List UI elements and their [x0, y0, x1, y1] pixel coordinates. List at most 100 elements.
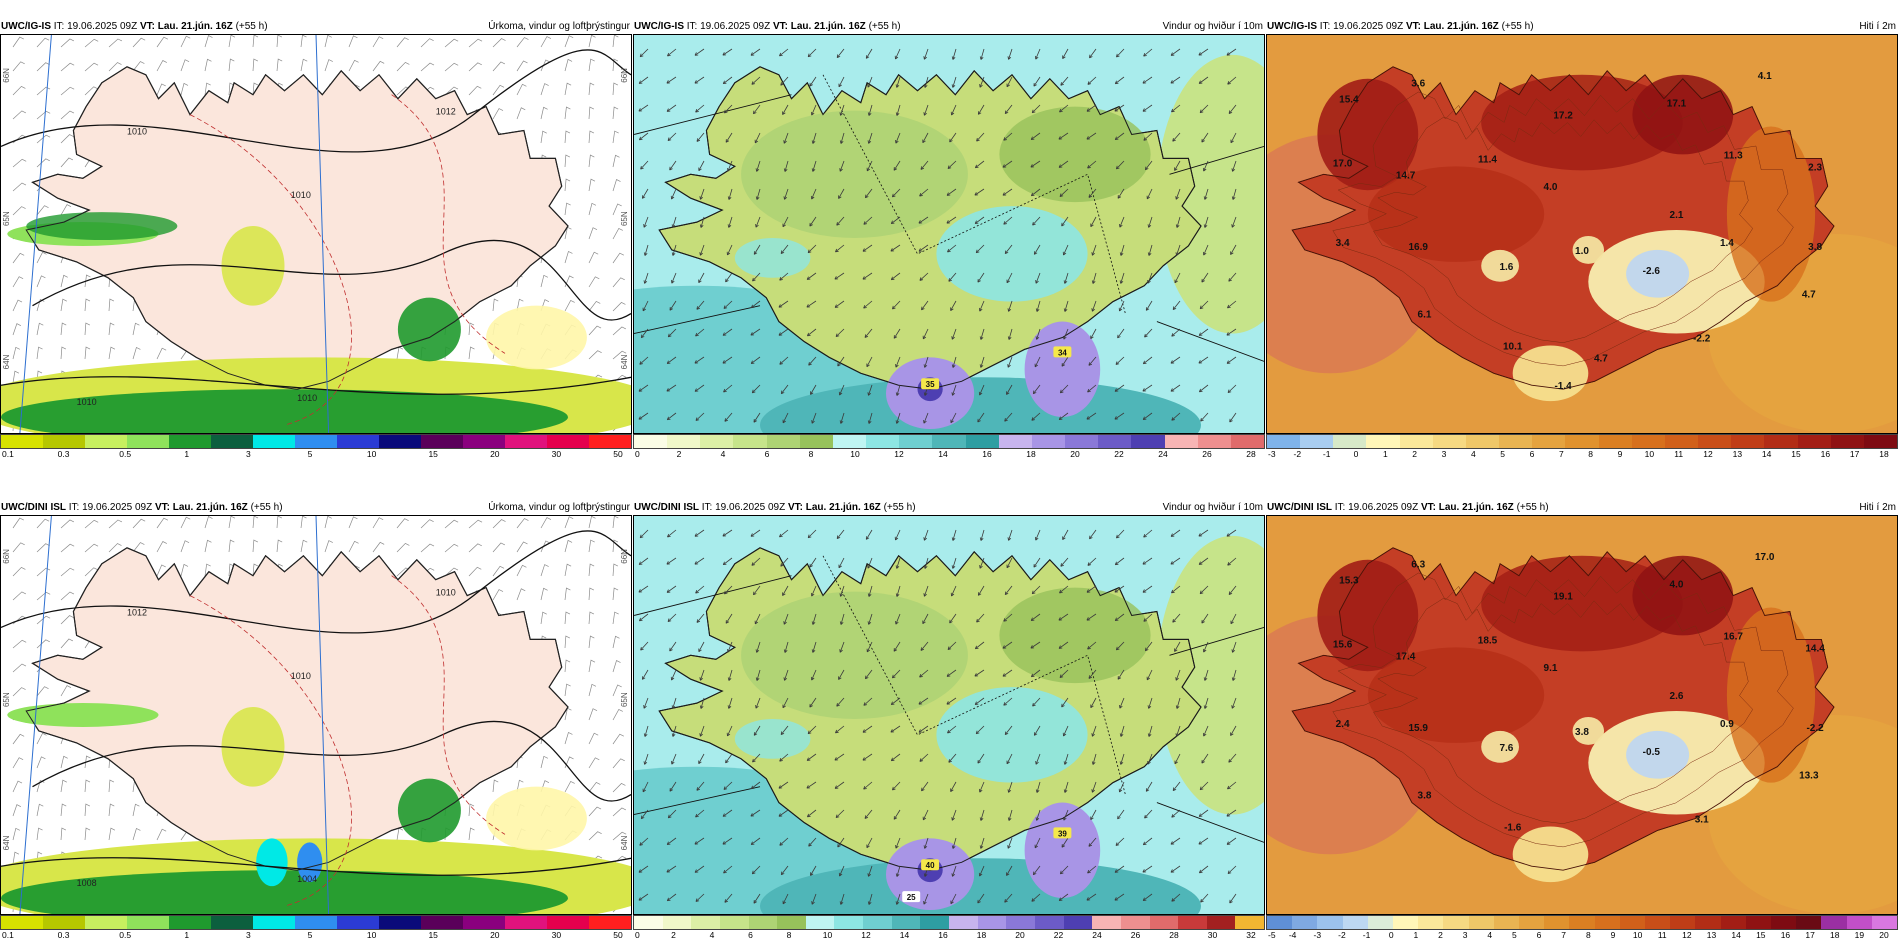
wind-barb	[36, 827, 43, 841]
precip-moderate	[1, 389, 568, 433]
wind-arrow	[977, 412, 985, 423]
coastline	[25, 66, 569, 390]
wind-arrow-head	[864, 815, 869, 819]
wind-arrow	[1198, 76, 1209, 84]
wind-arrow-head	[1089, 54, 1093, 59]
map-canvas: 15.43.617.014.711.417.217.14.111.32.34.0…	[1267, 35, 1897, 433]
wind-barb	[612, 130, 619, 144]
wind-arrow	[1232, 160, 1237, 172]
colorbar-swatch	[832, 435, 867, 448]
wind-arrow	[725, 613, 733, 624]
wind-arrow-head	[1227, 870, 1232, 874]
wind-arrow-head	[1062, 251, 1067, 256]
map-view[interactable]: 15.4 3.6 17.0 14.7 11.4 17.2 17.1 4.1 11.3 2.3 4.0…	[1266, 34, 1898, 434]
temp-label: 16.7	[1723, 631, 1743, 642]
colorbar-tick-label: 20	[1070, 449, 1080, 459]
wind-zone	[741, 591, 968, 719]
wind-arrow-head	[974, 645, 979, 650]
wind-arrow-head	[694, 533, 699, 537]
model-name: UWC/IG-IS	[634, 21, 684, 32]
vt-label: VT:	[787, 502, 803, 513]
wind-arrow-head	[641, 195, 646, 199]
wind-arrow-head	[946, 220, 951, 224]
colorbar-tick-label: -4	[1288, 930, 1297, 940]
wind-arrow	[946, 188, 957, 196]
wind-arrow-head	[1114, 897, 1119, 901]
colorbar-tick-label: 8	[808, 449, 814, 459]
wind-arrow-head	[923, 112, 928, 116]
wind-arrow	[896, 557, 901, 569]
wind-arrow	[1006, 557, 1013, 569]
wind-arrow-head	[892, 786, 896, 791]
wind-barb	[588, 350, 602, 360]
wind-arrow	[809, 216, 817, 227]
wind-arrow	[1087, 160, 1097, 169]
wind-arrow	[782, 697, 789, 708]
wind-arrow	[1114, 585, 1125, 593]
wind-arrow-head	[1004, 899, 1008, 903]
wind-arrow-head	[1007, 845, 1011, 849]
map-view[interactable]: 1012 1010 1010 1008 1004 66N 66N 65N 65N 64N 64N	[0, 515, 632, 915]
wind-arrow-head	[838, 676, 842, 680]
wind-arrow	[671, 272, 677, 284]
wind-arrow	[753, 104, 761, 115]
wind-arrow-head	[1117, 676, 1122, 680]
wind-barb	[348, 59, 359, 72]
wind-arrow-head	[752, 277, 756, 282]
wind-arrow	[666, 837, 677, 845]
wind-arrow	[1115, 837, 1125, 846]
wind-arrow	[669, 160, 677, 171]
wind-arrow-head	[1006, 872, 1010, 876]
wind-arrow-head	[975, 249, 980, 254]
wind-arrow-head	[807, 332, 811, 337]
wind-arrow-head	[638, 136, 643, 141]
precip-moderate	[1, 870, 568, 914]
wind-arrow-head	[1230, 732, 1234, 736]
map-view[interactable]: 40 39 25	[633, 515, 1265, 915]
wind-arrow-head	[783, 168, 788, 172]
wind-arrow	[782, 104, 789, 115]
colorbar-swatch	[998, 435, 1032, 448]
colorbar-swatch	[634, 916, 663, 929]
wind-barb	[564, 587, 571, 601]
latitude-label: 66N	[2, 549, 11, 564]
wind-arrow	[1058, 412, 1069, 420]
colorbar-swatch	[127, 435, 169, 448]
wind-arrow	[752, 384, 761, 394]
init-time: 19.06.2025 09Z	[1333, 21, 1404, 32]
wind-barb	[612, 831, 627, 841]
wind-arrow-head	[866, 844, 870, 849]
wind-arrow	[1227, 300, 1237, 309]
temp-label: 17.1	[1667, 99, 1687, 110]
map-view[interactable]: 35 34	[633, 34, 1265, 434]
wind-arrow-head	[1002, 164, 1007, 168]
wind-arrow	[642, 669, 649, 680]
wind-arrow	[640, 328, 649, 338]
map-view[interactable]: 15.3 6.3 15.6 17.4 18.5 19.1 4.0 17.0 16.7 14.4 9.…	[1266, 515, 1898, 915]
precip-panel: UWC/DINI ISL IT: 19.06.2025 09Z VT: Lau.…	[0, 501, 632, 941]
wind-barb	[348, 35, 358, 48]
colorbar-swatch	[1821, 916, 1847, 929]
wind-arrow-head	[750, 332, 755, 336]
init-time: 19.06.2025 09Z	[1348, 502, 1419, 513]
wind-barb	[324, 59, 333, 72]
wind-arrow-head	[839, 112, 844, 116]
wind-barb	[84, 755, 91, 769]
map-view[interactable]: 1010 1010 1012 1010 1010 66N 66N 65N 65N 64N 64N	[0, 34, 632, 434]
colorbar-swatch	[1300, 435, 1334, 448]
temp-label: 19.1	[1553, 592, 1573, 603]
wind-arrow	[1033, 865, 1041, 875]
wind-barb	[156, 517, 169, 529]
wind-arrow	[722, 809, 733, 817]
wind-arrow-head	[1004, 418, 1008, 422]
wind-arrow	[695, 809, 705, 818]
wind-arrow	[975, 725, 985, 735]
wind-panel: UWC/IG-IS IT: 19.06.2025 09Z VT: Lau. 21…	[633, 20, 1265, 460]
wind-arrow-head	[694, 52, 699, 56]
wind-arrow	[640, 641, 649, 651]
wind-arrow	[834, 781, 845, 789]
wind-arrow-head	[811, 140, 816, 144]
wind-barb	[588, 659, 596, 673]
wind-arrow	[866, 641, 873, 653]
wind-arrow	[1227, 76, 1237, 85]
